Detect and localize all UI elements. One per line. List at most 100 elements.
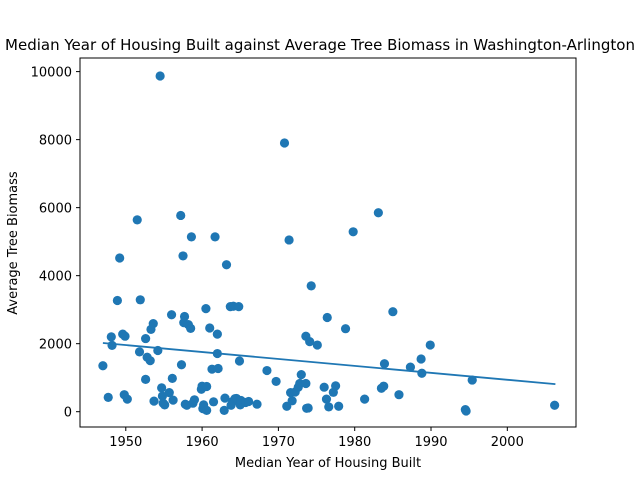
data-point-87 xyxy=(305,337,315,347)
data-point-41 xyxy=(189,395,200,405)
data-point-72 xyxy=(262,365,272,376)
data-point-58 xyxy=(221,260,232,270)
data-point-78 xyxy=(287,396,297,406)
y-tick-label: 6000 xyxy=(39,202,72,217)
x-tick-label: 1970 xyxy=(262,435,295,450)
data-point-34 xyxy=(179,311,190,322)
data-point-18 xyxy=(148,319,158,329)
chart-title: Median Year of Housing Built against Ave… xyxy=(5,36,635,54)
data-point-70 xyxy=(244,396,254,407)
data-point-111 xyxy=(461,406,471,416)
data-point-90 xyxy=(319,382,329,392)
data-point-56 xyxy=(219,405,229,415)
data-point-16 xyxy=(145,356,155,366)
data-point-12 xyxy=(135,295,145,305)
y-tick-label: 4000 xyxy=(39,270,72,285)
data-point-7 xyxy=(120,331,130,341)
x-tick-label: 1960 xyxy=(186,435,219,450)
data-point-49 xyxy=(205,323,215,333)
x-axis-ticks: 1950 1960 1970 1980 1990 2000 xyxy=(109,427,524,450)
data-point-4 xyxy=(112,295,122,306)
x-tick-label: 1950 xyxy=(109,435,142,450)
data-point-108 xyxy=(417,368,427,378)
data-point-22 xyxy=(157,383,167,393)
data-point-73 xyxy=(271,376,281,387)
data-point-29 xyxy=(168,395,178,405)
data-point-51 xyxy=(208,397,219,407)
data-point-112 xyxy=(467,375,477,385)
data-point-0 xyxy=(98,361,108,371)
data-point-71 xyxy=(252,399,262,409)
data-point-57 xyxy=(220,393,230,403)
data-point-11 xyxy=(134,347,145,357)
y-tick-label: 2000 xyxy=(39,338,72,353)
data-point-91 xyxy=(321,394,332,404)
data-point-28 xyxy=(167,373,177,383)
data-point-19 xyxy=(149,396,159,406)
data-point-104 xyxy=(388,307,398,317)
y-tick-label: 10000 xyxy=(31,66,72,81)
data-point-47 xyxy=(202,381,212,392)
data-point-99 xyxy=(360,394,370,404)
data-point-25 xyxy=(160,400,170,410)
data-point-102 xyxy=(379,381,389,391)
data-point-10 xyxy=(132,215,142,225)
data-point-1 xyxy=(103,392,113,403)
data-point-97 xyxy=(340,324,351,334)
data-point-38 xyxy=(186,323,196,333)
data-point-9 xyxy=(122,394,132,404)
x-tick-label: 1980 xyxy=(338,435,371,450)
x-tick-label: 1990 xyxy=(414,435,447,450)
data-point-13 xyxy=(141,333,151,344)
y-axis-ticks: 0 2000 4000 6000 8000 10000 xyxy=(31,66,80,421)
data-point-30 xyxy=(176,210,186,221)
data-point-5 xyxy=(115,253,125,263)
axes-frame xyxy=(79,57,577,428)
y-axis-label: Average Tree Biomass xyxy=(6,171,21,315)
trend-line xyxy=(102,342,556,386)
data-point-100 xyxy=(373,208,383,218)
data-point-54 xyxy=(212,329,222,339)
data-point-65 xyxy=(234,302,244,312)
data-point-3 xyxy=(107,340,117,350)
data-point-31 xyxy=(176,360,187,370)
data-point-105 xyxy=(394,390,404,400)
data-point-83 xyxy=(301,378,311,389)
data-point-106 xyxy=(405,362,416,372)
data-point-32 xyxy=(178,251,188,261)
data-point-89 xyxy=(312,340,322,350)
data-point-66 xyxy=(234,356,245,366)
x-tick-label: 2000 xyxy=(491,435,524,450)
data-point-2 xyxy=(106,332,116,342)
data-point-95 xyxy=(331,381,341,391)
data-point-76 xyxy=(284,235,294,245)
data-point-23 xyxy=(157,391,168,401)
data-point-39 xyxy=(186,232,197,242)
data-point-96 xyxy=(334,401,344,411)
data-point-93 xyxy=(324,402,334,412)
data-point-21 xyxy=(155,71,165,81)
data-point-107 xyxy=(416,354,426,364)
y-tick-label: 8000 xyxy=(39,134,72,149)
data-point-26 xyxy=(164,388,174,398)
data-point-92 xyxy=(322,312,332,323)
data-point-88 xyxy=(306,281,316,291)
data-point-27 xyxy=(166,310,177,320)
y-tick-label: 0 xyxy=(64,406,72,421)
data-point-55 xyxy=(213,363,223,374)
x-axis-label: Median Year of Housing Built xyxy=(235,456,421,471)
data-point-74 xyxy=(279,138,290,148)
data-point-98 xyxy=(348,227,358,237)
data-point-113 xyxy=(550,400,560,410)
data-point-14 xyxy=(141,374,151,384)
data-point-48 xyxy=(202,405,212,415)
data-point-103 xyxy=(379,359,390,369)
plot-marks xyxy=(98,71,560,416)
data-point-86 xyxy=(303,403,313,413)
data-point-52 xyxy=(210,232,220,242)
data-point-109 xyxy=(425,340,435,350)
data-point-82 xyxy=(296,370,306,380)
data-point-46 xyxy=(201,304,211,314)
